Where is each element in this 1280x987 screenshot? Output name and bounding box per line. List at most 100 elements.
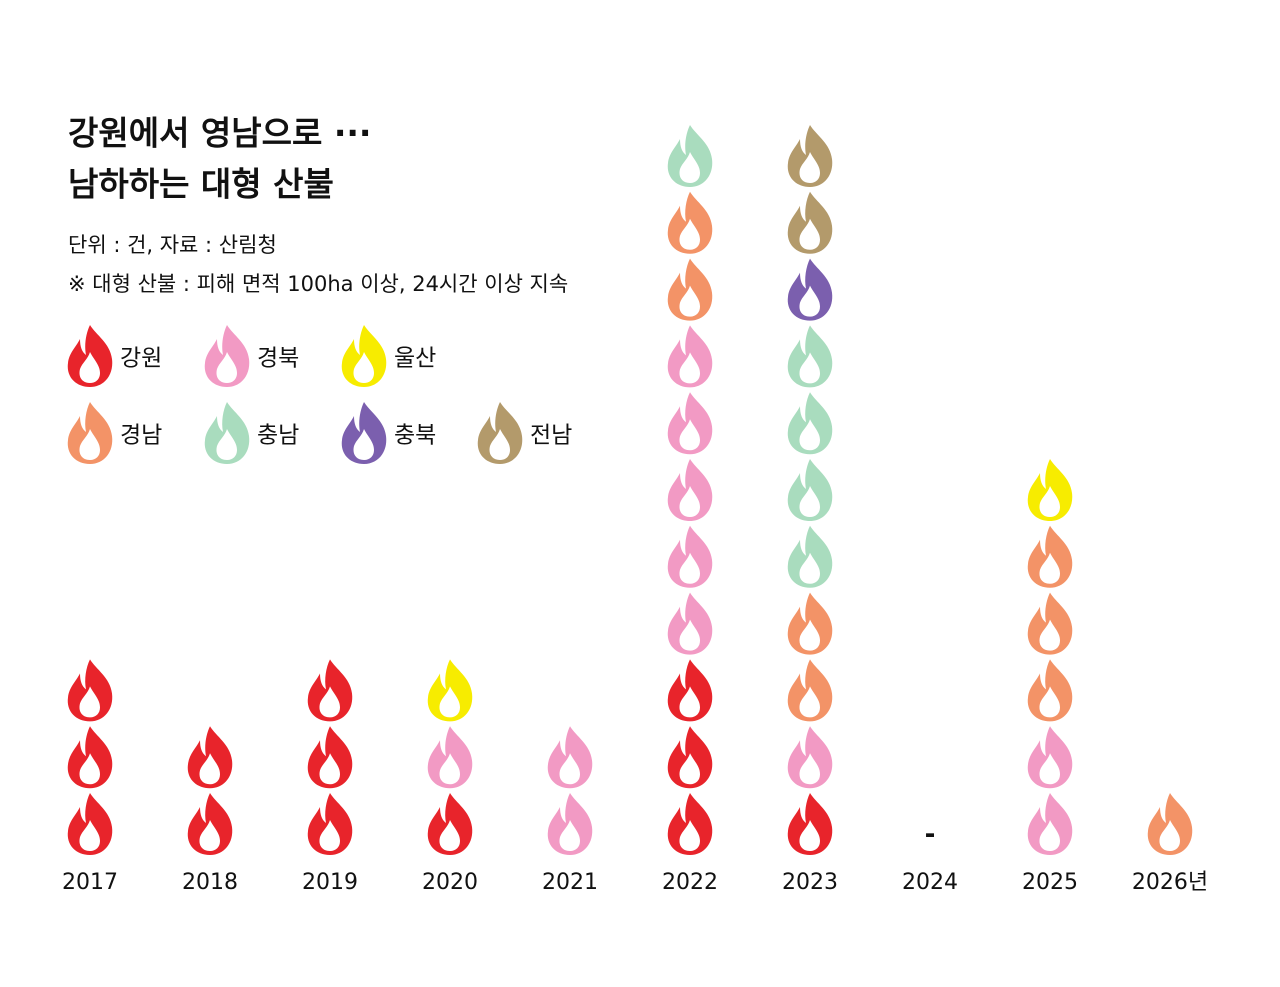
flame-icon	[1027, 793, 1073, 855]
icon-stack	[187, 726, 233, 855]
flame-icon	[667, 525, 713, 588]
flame-icon	[307, 793, 353, 855]
flame-icon	[307, 726, 353, 789]
icon-stack	[667, 325, 713, 655]
icon-stack	[547, 726, 593, 855]
flame-icon	[1027, 592, 1073, 655]
legend-item: 충북	[341, 402, 436, 464]
flame-icon	[667, 125, 713, 187]
x-tick-label: 2025	[1022, 870, 1078, 895]
flame-icon	[1027, 726, 1073, 789]
icon-stack	[667, 191, 713, 321]
icon-stack	[427, 793, 473, 855]
flame-icon	[787, 525, 833, 588]
flame-icon	[67, 659, 113, 722]
icon-stack	[787, 125, 833, 254]
flame-icon	[341, 402, 387, 464]
icon-stack	[787, 592, 833, 722]
icon-stack	[1027, 525, 1073, 722]
empty-label: -	[925, 820, 936, 850]
flame-icon	[187, 793, 233, 855]
legend-label: 강원	[120, 346, 162, 372]
flame-icon	[204, 325, 250, 387]
flame-icon	[204, 402, 250, 464]
flame-icon	[67, 402, 113, 464]
flame-icon	[427, 659, 473, 722]
chart-title: 강원에서 영남으로 ···	[68, 114, 371, 153]
x-tick-label: 2020	[422, 870, 478, 895]
x-tick-label: 2021	[542, 870, 598, 895]
legend-item: 경북	[204, 325, 299, 387]
flame-icon	[1027, 525, 1073, 588]
legend-label: 충북	[394, 423, 436, 449]
flame-icon	[667, 258, 713, 321]
x-tick-label: 2019	[302, 870, 358, 895]
legend-label: 경남	[120, 423, 162, 449]
chart-title: 남하하는 대형 산불	[68, 165, 334, 204]
flame-icon	[547, 793, 593, 855]
icon-stack	[427, 726, 473, 789]
icon-stack	[787, 726, 833, 789]
legend-item: 울산	[341, 325, 436, 387]
flame-icon	[787, 325, 833, 388]
flame-icon	[1147, 793, 1193, 855]
flame-icon	[787, 459, 833, 521]
flame-icon	[67, 325, 113, 387]
icon-stack	[787, 793, 833, 855]
flame-icon	[787, 125, 833, 187]
legend-item: 충남	[204, 402, 299, 464]
flame-icon	[427, 793, 473, 855]
legend-label: 울산	[394, 346, 436, 372]
flame-icon	[787, 592, 833, 655]
flame-icon	[307, 659, 353, 722]
flame-icon	[667, 793, 713, 855]
flame-icon	[67, 726, 113, 789]
flame-icon	[67, 793, 113, 855]
icon-stack	[787, 325, 833, 588]
icon-stack	[67, 659, 113, 855]
subtitle: 단위 : 건, 자료 : 산림청	[68, 233, 277, 257]
x-tick-label: 2022	[662, 870, 718, 895]
flame-icon	[547, 726, 593, 789]
flame-icon	[667, 392, 713, 455]
icon-stack	[1147, 793, 1193, 855]
flame-icon	[667, 325, 713, 388]
x-tick-label: 2018	[182, 870, 238, 895]
flame-icon	[187, 726, 233, 789]
flame-icon	[787, 191, 833, 254]
legend-item: 전남	[477, 402, 572, 464]
flame-icon	[1027, 659, 1073, 722]
flame-icon	[787, 726, 833, 789]
flame-icon	[787, 659, 833, 722]
flame-icon	[1027, 459, 1073, 521]
note: ※ 대형 산불 : 피해 면적 100ha 이상, 24시간 이상 지속	[68, 272, 568, 296]
icon-stack	[667, 659, 713, 855]
legend-item: 경남	[67, 402, 162, 464]
icon-stack	[1027, 726, 1073, 855]
x-tick-label: 2024	[902, 870, 958, 895]
flame-icon	[787, 793, 833, 855]
icon-stack	[667, 125, 713, 187]
x-tick-label: 2026년	[1132, 870, 1208, 895]
legend-label: 전남	[530, 423, 572, 449]
flame-icon	[427, 726, 473, 789]
flame-icon	[667, 726, 713, 789]
icon-stack	[427, 659, 473, 722]
flame-icon	[667, 592, 713, 655]
icon-stack	[787, 258, 833, 321]
legend-label: 경북	[257, 346, 299, 372]
x-tick-label: 2017	[62, 870, 118, 895]
flame-icon	[667, 191, 713, 254]
icon-stack	[307, 659, 353, 855]
flame-icon	[341, 325, 387, 387]
flame-icon	[667, 659, 713, 722]
icon-stack	[1027, 459, 1073, 521]
x-tick-label: 2023	[782, 870, 838, 895]
flame-icon	[787, 392, 833, 455]
flame-icon	[477, 402, 523, 464]
flame-icon	[667, 459, 713, 521]
flame-icon	[787, 258, 833, 321]
legend-item: 강원	[67, 325, 162, 387]
legend-label: 충남	[257, 423, 299, 449]
